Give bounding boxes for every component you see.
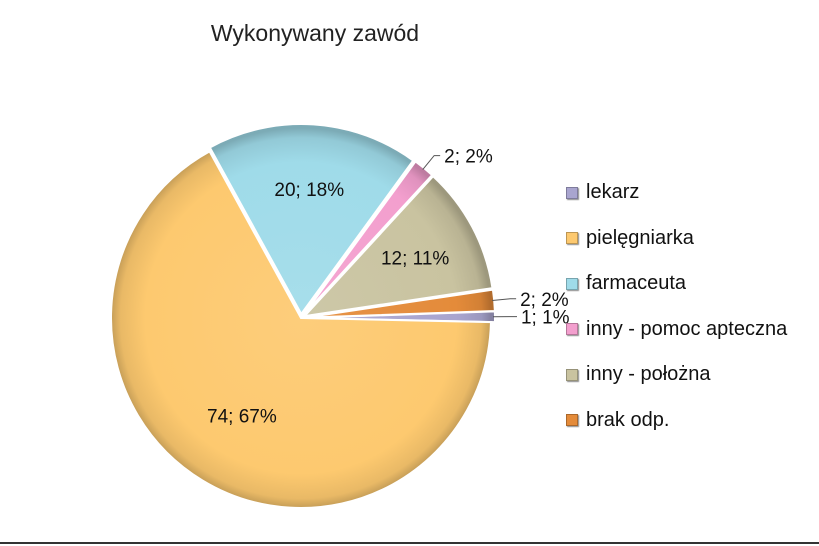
legend-label: farmaceuta	[586, 272, 687, 295]
legend-label: pielęgniarka	[586, 226, 694, 249]
legend-item-brak-odp: brak odp.	[566, 398, 787, 444]
legend-swatch	[566, 186, 578, 199]
pie-slice-farmaceuta	[208, 123, 415, 316]
legend: lekarz pielęgniarka farmaceuta inny - pomoc…	[566, 170, 787, 443]
pie-slice-pielegniarka	[110, 150, 492, 509]
data-label-farmaceuta: 20; 18%	[274, 180, 344, 201]
data-label-lekarz: 1; 1%	[521, 308, 570, 329]
legend-label: lekarz	[586, 181, 640, 204]
legend-item-lekarz: lekarz	[566, 170, 787, 216]
legend-item-inny-pomoc-apteczna: inny - pomoc apteczna	[566, 307, 787, 353]
chart-title: Wykonywany zawód	[210, 20, 420, 46]
legend-swatch	[566, 414, 578, 427]
legend-item-farmaceuta: farmaceuta	[566, 261, 787, 307]
legend-item-inny-polozna: inny - położna	[566, 352, 787, 398]
legend-swatch	[566, 277, 578, 290]
leader-line-brak-odp	[492, 298, 517, 301]
bottom-divider	[0, 542, 819, 544]
data-label-inny-pomoc-apteczna: 2; 2%	[444, 147, 493, 168]
legend-swatch	[566, 323, 578, 336]
legend-item-pielegniarka: pielęgniarka	[566, 216, 787, 262]
pie-slice-inny-polozna	[301, 174, 494, 318]
legend-label: inny - położna	[586, 363, 711, 386]
legend-swatch	[566, 232, 578, 245]
data-label-brak-odp: 2; 2%	[520, 290, 569, 311]
legend-label: brak odp.	[586, 408, 670, 431]
legend-swatch	[566, 368, 578, 381]
leader-line-inny-pomoc-apteczna	[422, 155, 441, 170]
legend-label: inny - pomoc apteczna	[586, 317, 788, 340]
data-label-inny-polozna: 12; 11%	[381, 248, 449, 269]
data-label-pielegniarka: 74; 67%	[207, 406, 277, 427]
